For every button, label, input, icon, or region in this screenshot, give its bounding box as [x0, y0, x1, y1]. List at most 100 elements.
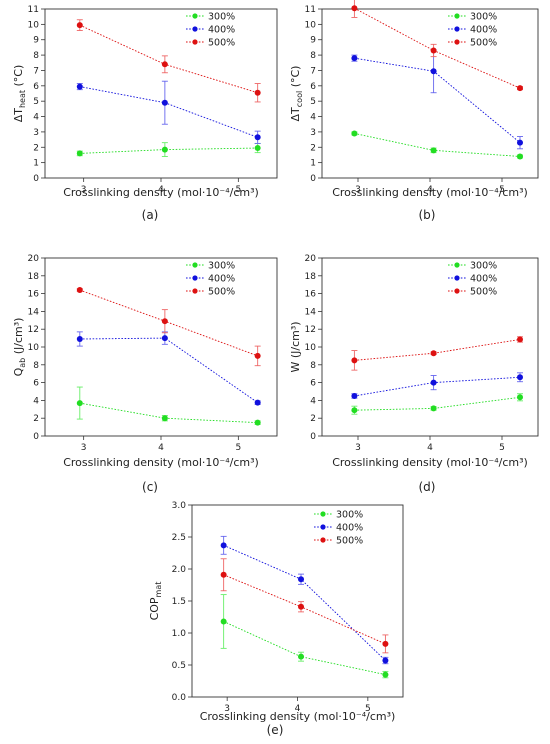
x-tick-label: 4: [158, 185, 164, 195]
legend-label: 400%: [470, 274, 497, 285]
data-point: [517, 336, 523, 343]
data-point: [254, 145, 261, 152]
series-500pct: [351, 336, 523, 371]
legend-marker: [192, 13, 198, 19]
y-tick-label: 7: [310, 66, 316, 76]
y-tick-label: 1: [310, 159, 316, 169]
series-line: [79, 337, 258, 403]
x-tick-label: 5: [235, 185, 241, 195]
legend-marker: [454, 288, 460, 294]
series-line: [223, 621, 386, 676]
y-tick-label: 11: [305, 5, 316, 15]
data-point: [76, 83, 83, 90]
legend-label: 300%: [336, 510, 363, 521]
data-point: [382, 671, 389, 678]
y-axis-label: ΔTcool (°C): [289, 66, 304, 122]
legend-marker: [192, 39, 198, 45]
series-300pct: [76, 386, 261, 426]
x-tick-label: 3: [81, 185, 87, 195]
y-tick-label: 2: [33, 143, 39, 153]
series-500pct: [220, 558, 389, 654]
legend-item: 300%: [314, 510, 363, 521]
legend-item: 500%: [448, 38, 497, 49]
y-tick-label: 6: [33, 379, 39, 389]
y-tick-label: 3: [310, 128, 316, 138]
data-point: [351, 130, 358, 137]
x-tick-label: 4: [427, 443, 433, 453]
legend-label: 500%: [470, 287, 497, 298]
series-400pct: [76, 331, 261, 406]
x-axis-label: Crosslinking density (mol·10⁻⁴/cm³): [63, 456, 259, 469]
series-300pct: [220, 594, 389, 679]
y-tick-label: 10: [28, 343, 40, 353]
y-tick-label: 3: [33, 128, 39, 138]
y-tick-label: 0.0: [172, 693, 187, 703]
y-tick-label: 18: [28, 272, 40, 282]
data-point: [517, 394, 523, 401]
caption-e: (e): [266, 723, 284, 737]
legend-label: 300%: [470, 12, 497, 23]
y-tick-label: 4: [310, 113, 316, 123]
data-point: [517, 85, 523, 92]
data-point: [351, 407, 358, 414]
series-300pct: [351, 130, 523, 160]
legend-marker: [192, 288, 198, 294]
data-point: [220, 618, 227, 625]
data-point: [76, 22, 83, 29]
x-tick-label: 3: [81, 443, 87, 453]
x-axis-label: Crosslinking density (mol·10⁻⁴/cm³): [332, 456, 528, 469]
y-tick-label: 5: [310, 97, 316, 107]
x-axis-label: Crosslinking density (mol·10⁻⁴/cm³): [63, 186, 259, 199]
legend-marker: [320, 537, 326, 543]
data-point: [161, 318, 168, 325]
data-point: [76, 400, 83, 407]
data-point: [161, 61, 168, 68]
legend-item: 500%: [448, 287, 497, 298]
series-line: [354, 396, 521, 411]
legend-label: 400%: [470, 25, 497, 36]
caption-c: (c): [142, 480, 158, 494]
x-tick-label: 4: [427, 185, 433, 195]
caption-a: (a): [141, 208, 159, 222]
legend-item: 300%: [448, 12, 497, 23]
y-tick-label: 10: [305, 343, 317, 353]
y-tick-label: 5: [33, 97, 39, 107]
y-tick-label: 4: [33, 113, 39, 123]
data-point: [430, 68, 437, 75]
data-point: [298, 603, 305, 610]
series-400pct: [220, 535, 389, 665]
data-point: [430, 350, 437, 357]
x-axis-label: Crosslinking density (mol·10⁻⁴/cm³): [332, 186, 528, 199]
data-point: [161, 415, 168, 422]
data-point: [517, 374, 523, 381]
x-tick-label: 5: [499, 185, 505, 195]
y-tick-label: 2.5: [172, 533, 186, 543]
data-point: [161, 335, 168, 342]
y-tick-label: 0: [33, 432, 39, 442]
y-tick-label: 7: [33, 66, 39, 76]
data-point: [254, 134, 261, 141]
data-point: [517, 153, 523, 160]
y-tick-label: 9: [310, 36, 316, 46]
data-point: [298, 653, 305, 660]
data-point: [430, 379, 437, 386]
data-point: [254, 352, 261, 359]
y-tick-label: 14: [305, 307, 317, 317]
data-point: [76, 335, 83, 342]
data-point: [220, 571, 227, 578]
legend-marker: [192, 262, 198, 268]
x-tick-label: 3: [355, 443, 361, 453]
y-tick-label: 18: [305, 272, 317, 282]
legend-label: 500%: [470, 38, 497, 49]
y-tick-label: 1.0: [172, 629, 187, 639]
legend-marker: [320, 524, 326, 530]
y-axis-label: ΔTheat (°C): [12, 65, 27, 123]
data-point: [254, 419, 261, 426]
y-tick-label: 6: [310, 82, 316, 92]
legend-item: 300%: [448, 261, 497, 272]
legend-label: 500%: [208, 38, 235, 49]
